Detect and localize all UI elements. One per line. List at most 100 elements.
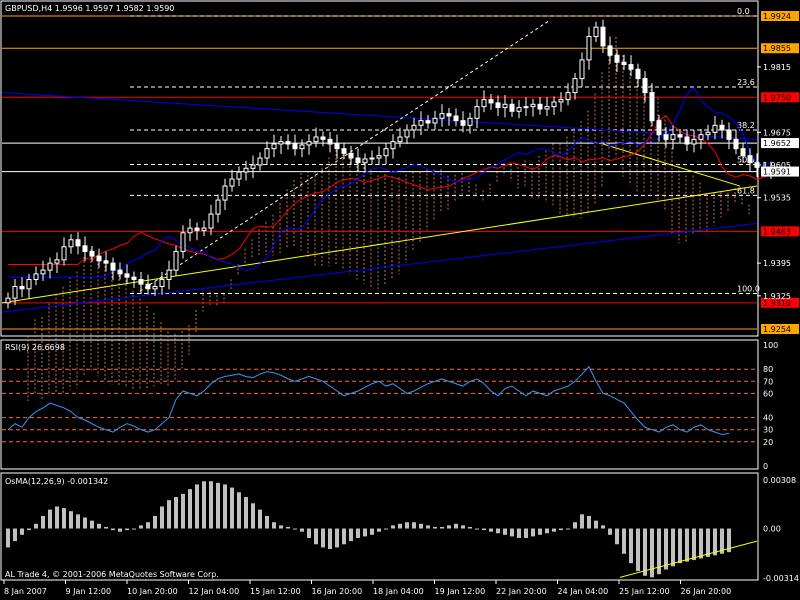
osma-tick-label: -0.00314 bbox=[763, 574, 799, 583]
price-tag-box bbox=[761, 324, 799, 334]
bear-candle bbox=[726, 129, 732, 140]
rsi-tick-label: 70 bbox=[763, 377, 773, 386]
time-tick-label: 8 Jan 2007 bbox=[4, 587, 47, 596]
bear-candle bbox=[621, 61, 627, 66]
osma-bar bbox=[419, 523, 423, 529]
bear-candle bbox=[110, 262, 116, 271]
indicator-lines bbox=[1, 19, 772, 313]
bull-candle bbox=[670, 134, 676, 140]
osma-bar bbox=[706, 528, 710, 557]
time-tick-label: 10 Jan 20:00 bbox=[127, 587, 178, 596]
osma-bar bbox=[174, 497, 178, 529]
bear-candle bbox=[733, 138, 739, 150]
osma-bar bbox=[552, 528, 556, 532]
osma-bar bbox=[545, 528, 549, 534]
bull-candle bbox=[166, 269, 172, 280]
bear-candle bbox=[96, 255, 102, 262]
osma-bar bbox=[244, 497, 248, 529]
osma-bar bbox=[223, 484, 227, 529]
osma-bar bbox=[202, 481, 206, 529]
bull-candle bbox=[558, 99, 564, 103]
osma-bar bbox=[657, 528, 661, 575]
bull-candle bbox=[572, 78, 578, 94]
bull-candle bbox=[467, 117, 473, 126]
osma-bar bbox=[461, 525, 465, 529]
osma-title: OsMA(12,26,9) -0.001342 bbox=[5, 477, 108, 486]
osma-bar bbox=[139, 525, 143, 529]
osma-bar bbox=[342, 528, 346, 545]
bull-candle bbox=[383, 148, 389, 157]
blue-channel-line bbox=[1, 92, 758, 140]
price-tag-box bbox=[761, 43, 799, 54]
fib-level-label: 50.0 bbox=[737, 156, 755, 165]
bull-candle bbox=[705, 131, 711, 136]
bear-candle bbox=[600, 26, 606, 47]
time-tick-label: 19 Jan 12:00 bbox=[435, 587, 486, 596]
symbol-header: GBPUSD,H4 1.9596 1.9597 1.9582 1.9590 bbox=[5, 4, 174, 13]
osma-bar bbox=[475, 528, 479, 530]
bull-candle bbox=[579, 59, 585, 80]
fib-level-label: 38.2 bbox=[737, 121, 755, 130]
osma-bar bbox=[258, 509, 262, 529]
osma-bar bbox=[27, 528, 31, 531]
bull-candle bbox=[47, 262, 53, 271]
bull-candle bbox=[26, 278, 32, 290]
osma-bar bbox=[216, 482, 220, 529]
price-tag-label: 1.9463 bbox=[763, 227, 791, 236]
osma-bar bbox=[48, 509, 52, 529]
osma-pane-frame bbox=[0, 472, 759, 581]
osma-bar bbox=[132, 528, 136, 530]
horizontal-levels bbox=[2, 15, 757, 330]
osma-bar bbox=[349, 528, 353, 542]
osma-bar bbox=[181, 493, 185, 529]
bull-candle bbox=[250, 164, 256, 169]
price-tag-label: 1.9254 bbox=[763, 325, 791, 334]
price-tag-box bbox=[761, 166, 799, 177]
price-tick-label: 1.9535 bbox=[763, 194, 791, 203]
bear-candle bbox=[656, 120, 662, 136]
bull-candle bbox=[243, 167, 249, 173]
osma-bar bbox=[20, 528, 24, 535]
osma-bar bbox=[489, 528, 493, 532]
rsi-tick-label: 40 bbox=[763, 414, 773, 423]
price-tick-label: 1.9675 bbox=[763, 128, 791, 137]
bear-candle bbox=[292, 143, 298, 150]
osma-bar bbox=[531, 528, 535, 537]
bull-candle bbox=[299, 144, 305, 150]
price-tick-label: 1.9605 bbox=[763, 161, 791, 170]
rsi-tick-label: 100 bbox=[763, 341, 778, 350]
rsi-title: RSI(9) 26.6698 bbox=[5, 343, 65, 352]
fib-level-label: 23.6 bbox=[737, 78, 755, 87]
bear-candle bbox=[719, 124, 725, 131]
osma-bar bbox=[300, 528, 304, 532]
rsi-tick-label: 60 bbox=[763, 389, 773, 398]
fibonacci-levels: 0.0 23.6 38.2 50.0 61.8 100.0 bbox=[130, 7, 760, 294]
osma-bar bbox=[314, 528, 318, 545]
osma-bar bbox=[307, 528, 311, 538]
bull-candle bbox=[523, 106, 529, 109]
osma-bar bbox=[272, 522, 276, 529]
bear-candle bbox=[453, 115, 459, 122]
bear-candle bbox=[117, 269, 123, 275]
osma-bar bbox=[370, 528, 374, 535]
osma-bar bbox=[111, 528, 115, 531]
osma-bar bbox=[335, 528, 339, 548]
bear-candle bbox=[509, 103, 515, 112]
time-tick-label: 26 Jan 20:00 bbox=[681, 587, 732, 596]
price-tag-box bbox=[761, 138, 799, 149]
osma-bar bbox=[251, 503, 255, 529]
bull-candle bbox=[544, 106, 550, 110]
osma-bar bbox=[153, 515, 157, 529]
osma-bar bbox=[720, 528, 724, 554]
osma-bar bbox=[398, 523, 402, 529]
price-tag-box bbox=[761, 92, 799, 103]
osma-bar bbox=[69, 511, 73, 529]
bull-candle bbox=[236, 171, 242, 180]
bull-candle bbox=[691, 138, 697, 145]
osma-bar bbox=[601, 525, 605, 529]
osma-bar bbox=[230, 487, 234, 529]
bear-candle bbox=[425, 120, 431, 124]
time-tick-label: 18 Jan 04:00 bbox=[373, 587, 424, 596]
bear-candle bbox=[663, 134, 669, 140]
